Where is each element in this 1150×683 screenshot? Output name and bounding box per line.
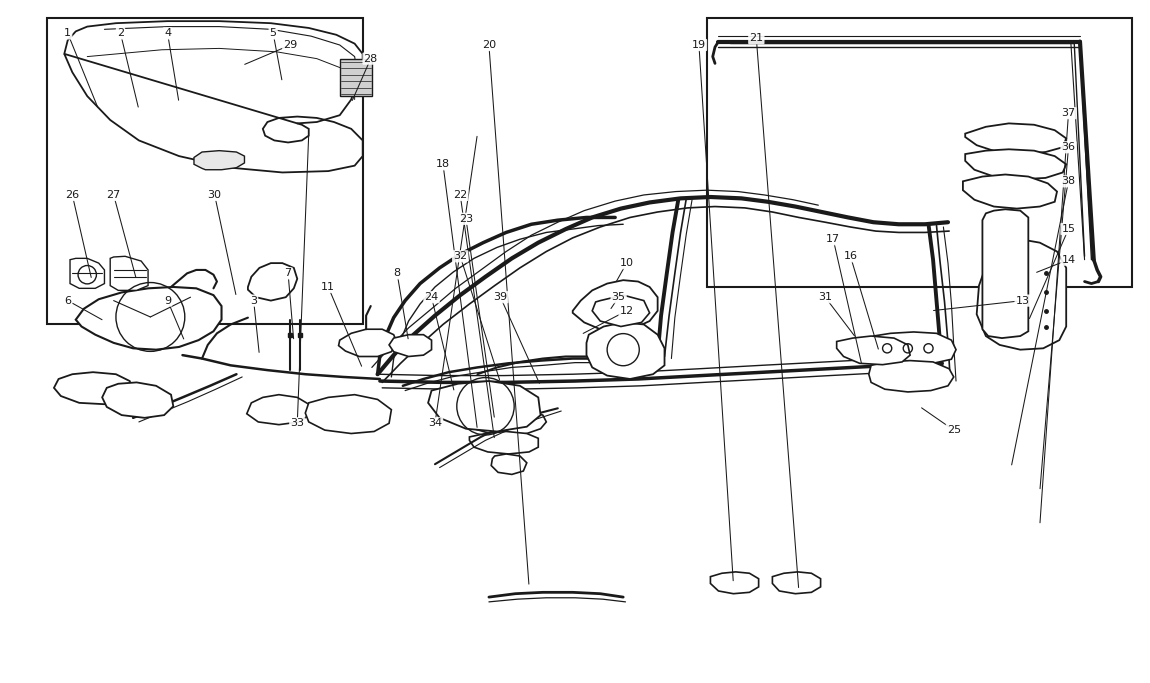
Text: 24: 24	[424, 292, 438, 302]
Polygon shape	[102, 382, 174, 418]
Polygon shape	[338, 329, 397, 357]
Polygon shape	[711, 572, 759, 594]
Polygon shape	[247, 395, 308, 425]
Polygon shape	[305, 395, 391, 434]
Polygon shape	[773, 572, 821, 594]
Polygon shape	[76, 287, 222, 350]
Text: 29: 29	[283, 40, 298, 50]
Polygon shape	[64, 54, 362, 173]
Polygon shape	[110, 256, 148, 290]
Text: 38: 38	[1061, 176, 1075, 186]
Text: 27: 27	[107, 190, 121, 200]
Polygon shape	[248, 263, 297, 301]
Text: 14: 14	[1061, 255, 1075, 265]
Text: 26: 26	[66, 190, 79, 200]
Polygon shape	[592, 295, 650, 326]
Polygon shape	[965, 124, 1066, 154]
Polygon shape	[586, 322, 665, 379]
Text: 39: 39	[493, 292, 507, 302]
Polygon shape	[963, 174, 1057, 208]
Text: 18: 18	[436, 159, 450, 169]
Text: 9: 9	[164, 296, 171, 305]
Text: 2: 2	[117, 29, 124, 38]
Text: 8: 8	[393, 268, 400, 279]
Bar	[339, 59, 371, 96]
Polygon shape	[871, 332, 956, 365]
Text: 3: 3	[251, 296, 258, 305]
Text: 30: 30	[208, 190, 222, 200]
Polygon shape	[965, 150, 1066, 179]
Polygon shape	[194, 151, 245, 170]
Text: 19: 19	[692, 40, 706, 50]
Text: 37: 37	[1061, 108, 1075, 118]
Text: 28: 28	[363, 54, 378, 64]
Text: 12: 12	[620, 306, 634, 316]
Text: 16: 16	[843, 251, 858, 262]
Text: 4: 4	[164, 29, 171, 38]
Polygon shape	[54, 372, 133, 404]
Text: 22: 22	[453, 190, 467, 200]
Polygon shape	[982, 209, 1028, 338]
Polygon shape	[837, 336, 910, 365]
Polygon shape	[428, 381, 540, 432]
Polygon shape	[491, 454, 527, 475]
Text: 11: 11	[321, 282, 336, 292]
Polygon shape	[469, 432, 538, 454]
Polygon shape	[868, 361, 953, 392]
Text: 33: 33	[290, 418, 305, 428]
Text: 31: 31	[818, 292, 833, 302]
Polygon shape	[466, 411, 546, 436]
Text: 17: 17	[826, 234, 841, 245]
Polygon shape	[389, 335, 431, 357]
Text: 34: 34	[428, 418, 442, 428]
Text: 7: 7	[284, 268, 292, 279]
Text: 20: 20	[482, 40, 496, 50]
Text: 36: 36	[1061, 142, 1075, 152]
Text: 35: 35	[612, 292, 626, 302]
Text: 32: 32	[453, 251, 467, 262]
Bar	[47, 18, 362, 324]
Polygon shape	[70, 258, 105, 288]
Text: 15: 15	[1061, 224, 1075, 234]
Text: 1: 1	[64, 29, 71, 38]
Text: 5: 5	[269, 29, 277, 38]
Polygon shape	[976, 239, 1066, 350]
Text: 6: 6	[64, 296, 71, 305]
Text: 10: 10	[620, 258, 634, 268]
Text: 13: 13	[1015, 296, 1029, 305]
Text: 23: 23	[459, 214, 473, 224]
Text: 21: 21	[750, 33, 764, 43]
Text: 25: 25	[946, 425, 960, 435]
Polygon shape	[573, 280, 658, 331]
Bar	[707, 18, 1132, 287]
